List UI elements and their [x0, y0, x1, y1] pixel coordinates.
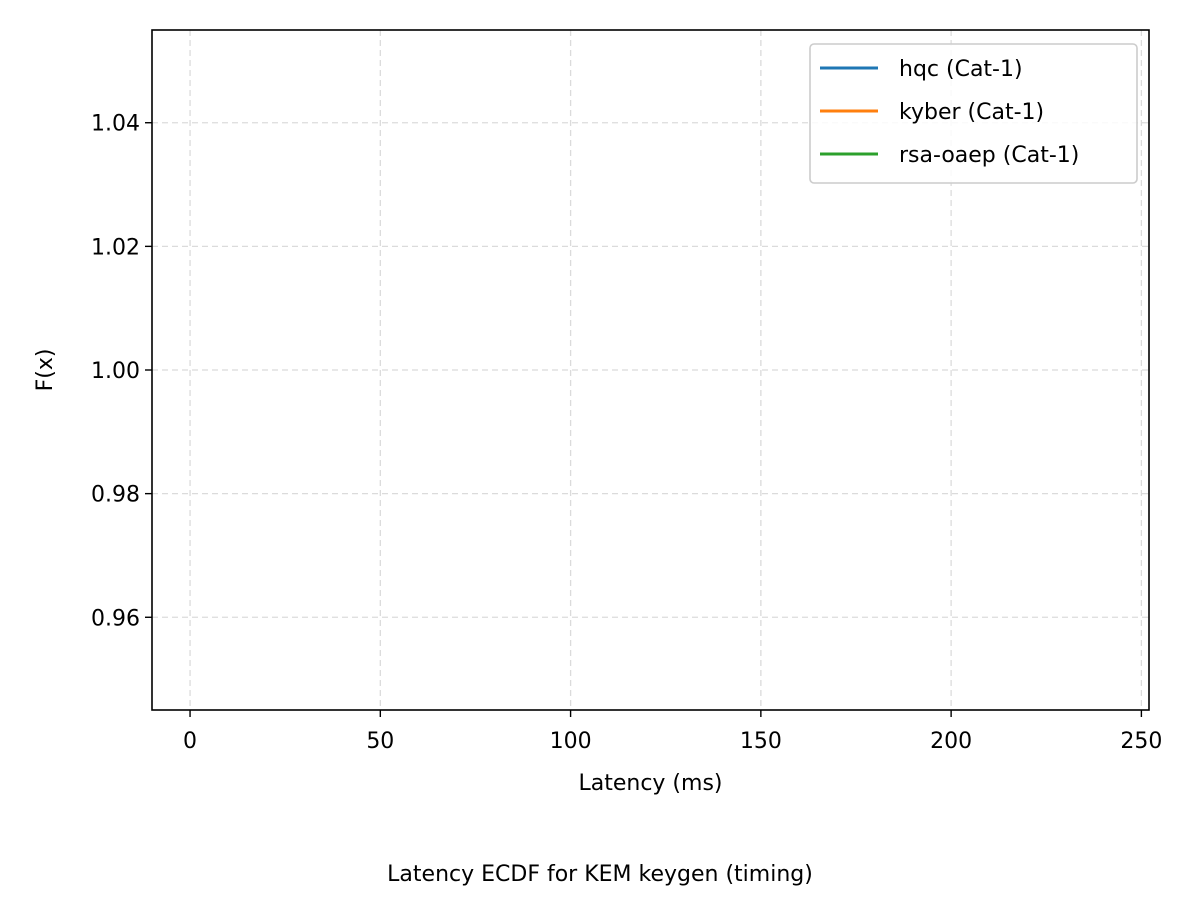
- x-tick-label: 50: [366, 729, 394, 754]
- legend-label: rsa-oaep (Cat-1): [899, 143, 1079, 168]
- legend-label: kyber (Cat-1): [899, 100, 1044, 125]
- legend-label: hqc (Cat-1): [899, 57, 1023, 82]
- legend-box: [809, 43, 1138, 184]
- x-axis-ticks: 0 50 100 150 200 250: [183, 710, 1162, 754]
- x-tick-label: 0: [183, 729, 197, 754]
- x-tick-label: 100: [550, 729, 592, 754]
- x-tick-label: 150: [740, 729, 782, 754]
- legend: hqc (Cat-1) kyber (Cat-1) rsa-oaep (Cat-1): [809, 43, 1138, 184]
- x-tick-label: 250: [1120, 729, 1162, 754]
- y-tick-label: 1.02: [91, 235, 140, 260]
- chart-title: Latency ECDF for KEM keygen (timing): [387, 862, 813, 887]
- y-tick-label: 0.96: [91, 606, 140, 631]
- y-tick-label: 1.04: [91, 112, 140, 137]
- y-axis-label: F(x): [33, 349, 58, 392]
- x-tick-label: 200: [930, 729, 972, 754]
- y-axis-ticks: 0.96 0.98 1.00 1.02 1.04: [91, 112, 152, 631]
- y-tick-label: 0.98: [91, 483, 140, 508]
- y-tick-label: 1.00: [91, 359, 140, 384]
- x-axis-label: Latency (ms): [578, 771, 722, 796]
